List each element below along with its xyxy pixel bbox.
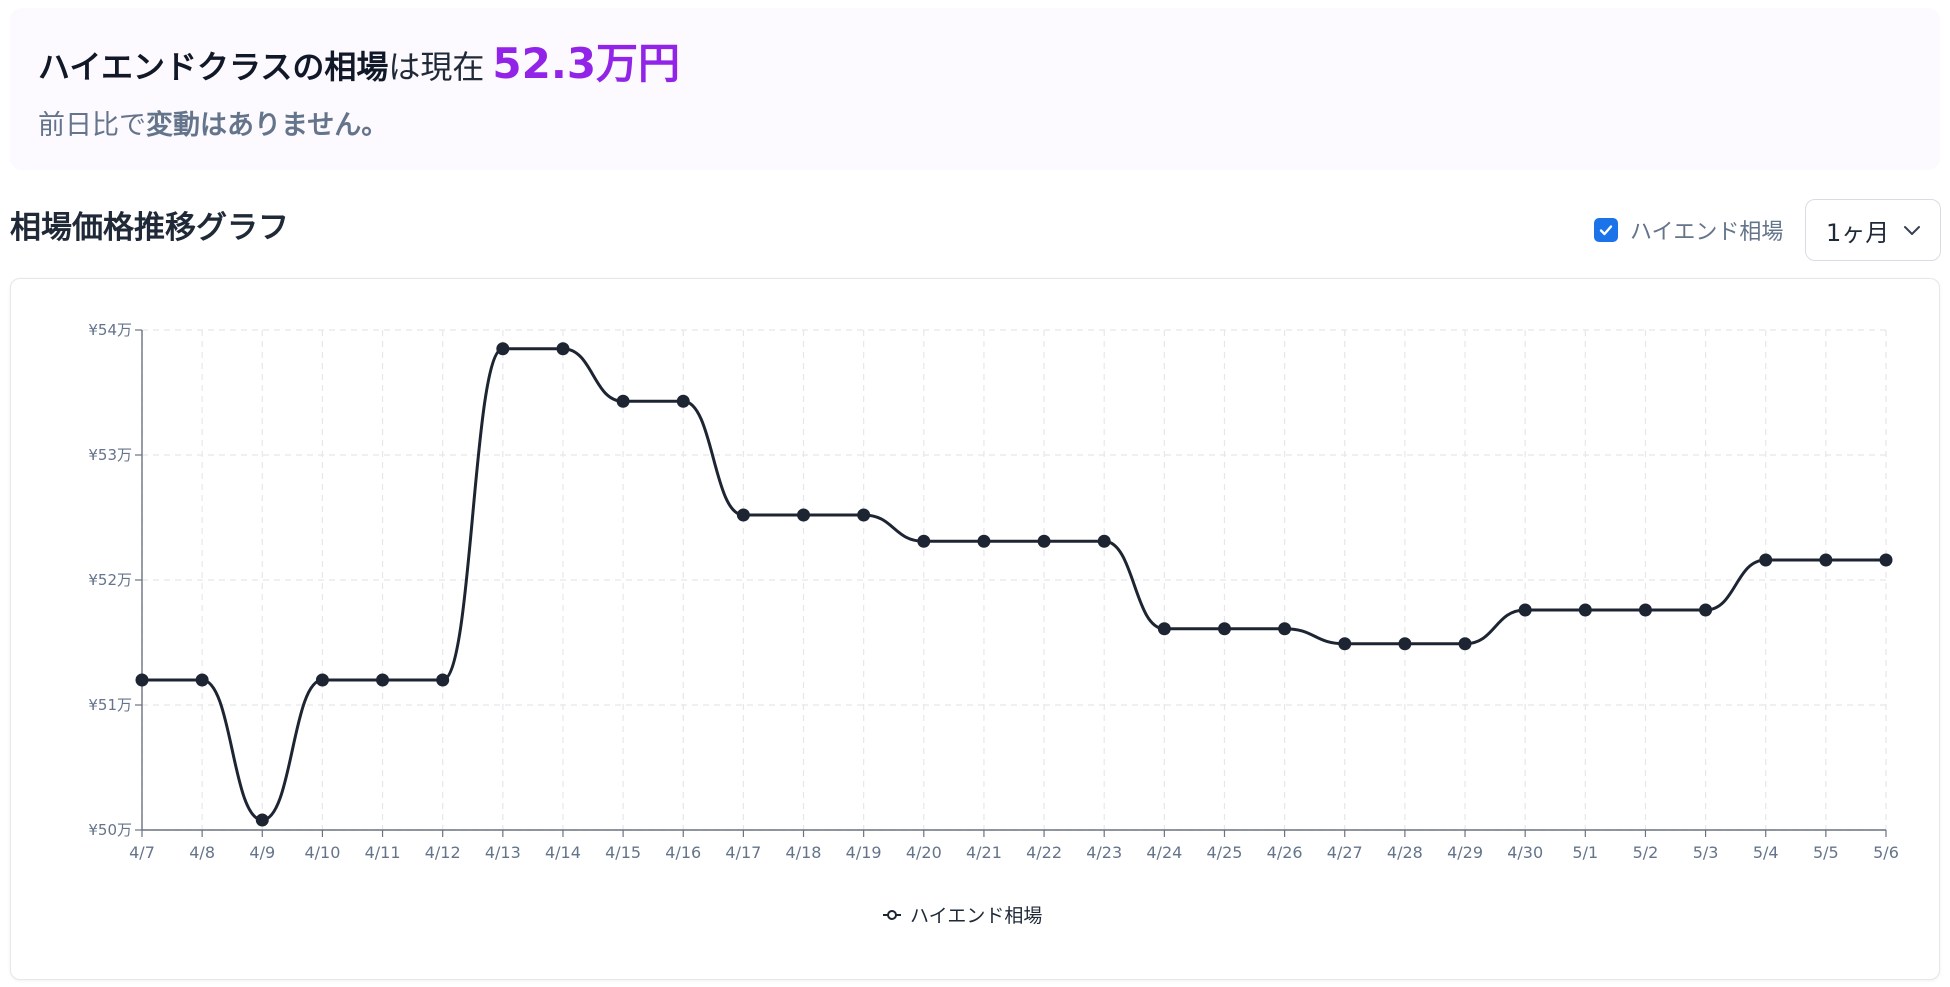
summary-headline: ハイエンドクラスの相場は現在 52.3万円 [38, 42, 680, 89]
data-point [1037, 534, 1051, 548]
data-point [857, 508, 871, 522]
x-tick-label: 5/6 [1873, 843, 1899, 862]
x-tick-label: 4/22 [1026, 843, 1062, 862]
chart-legend[interactable]: ハイエンド相場 [883, 905, 1042, 927]
x-tick-label: 4/16 [665, 843, 701, 862]
price-change-text: 前日比で変動はありません。 [38, 106, 388, 146]
x-tick-label: 4/10 [304, 843, 340, 862]
data-point [1338, 637, 1352, 651]
x-tick-label: 5/5 [1813, 843, 1839, 862]
data-point [376, 673, 390, 687]
change-prefix: 前日比で [38, 110, 146, 141]
current-label: は現在 [388, 48, 485, 86]
period-select-value: 1ヶ月 [1826, 218, 1890, 247]
y-tick-label: ¥50万 [88, 821, 132, 839]
data-point [1157, 622, 1171, 636]
x-tick-label: 4/20 [906, 843, 942, 862]
data-point [1398, 637, 1412, 651]
data-point [977, 534, 991, 548]
data-point [255, 813, 269, 827]
data-point [436, 673, 450, 687]
chart-card: ¥50万 ¥51万 ¥52万 ¥53万 ¥54万 4/7 4/8 4/9 4/10 4/11 4/1… [10, 278, 1940, 980]
data-point [1819, 553, 1833, 567]
data-point [1278, 622, 1292, 636]
current-price: 52.3万円 [492, 39, 681, 88]
x-tick-label: 4/7 [129, 843, 155, 862]
chart-section-title: 相場価格推移グラフ [10, 210, 289, 246]
x-tick-label: 4/26 [1267, 843, 1303, 862]
data-point [1879, 553, 1893, 567]
x-tick-label: 4/13 [485, 843, 521, 862]
x-tick-label: 4/30 [1507, 843, 1543, 862]
data-point [1638, 603, 1652, 617]
x-tick-label: 4/28 [1387, 843, 1423, 862]
series-toggle[interactable]: ハイエンド相場 [1594, 216, 1784, 245]
y-tick-label: ¥52万 [88, 571, 132, 589]
series-toggle-label: ハイエンド相場 [1630, 220, 1784, 245]
x-tick-label: 5/3 [1693, 843, 1719, 862]
x-tick-label: 4/29 [1447, 843, 1483, 862]
x-tick-label: 4/8 [189, 843, 215, 862]
data-point [1217, 622, 1231, 636]
data-point [315, 673, 329, 687]
data-point [797, 508, 811, 522]
data-point [1458, 637, 1472, 651]
data-point [496, 342, 510, 356]
series-checkbox[interactable] [1594, 218, 1618, 242]
data-point [1518, 603, 1532, 617]
y-tick-label: ¥54万 [88, 321, 132, 339]
x-tick-label: 4/9 [249, 843, 275, 862]
data-point [616, 394, 630, 408]
x-tick-label: 4/25 [1207, 843, 1243, 862]
data-point [1097, 534, 1111, 548]
x-tick-label: 4/11 [365, 843, 401, 862]
price-line-chart: ¥50万 ¥51万 ¥52万 ¥53万 ¥54万 4/7 4/8 4/9 4/10 4/11 4/1… [88, 321, 1899, 927]
class-name-label: ハイエンドクラスの相場 [38, 48, 389, 86]
data-point [1759, 553, 1773, 567]
x-tick-label: 4/24 [1146, 843, 1182, 862]
y-tick-label: ¥51万 [88, 696, 132, 714]
legend-label: ハイエンド相場 [910, 905, 1042, 927]
x-tick-label: 4/17 [725, 843, 761, 862]
x-tick-label: 4/23 [1086, 843, 1122, 862]
x-tick-label: 5/1 [1572, 843, 1598, 862]
x-tick-label: 4/27 [1327, 843, 1363, 862]
data-point [676, 394, 690, 408]
series-layer [135, 342, 1893, 827]
checkmark-icon [1599, 225, 1613, 236]
x-tick-label: 4/18 [786, 843, 822, 862]
x-tick-label: 4/15 [605, 843, 641, 862]
period-select[interactable]: 1ヶ月 [1805, 199, 1941, 261]
x-tick-label: 4/14 [545, 843, 581, 862]
grid-layer [141, 329, 1887, 831]
x-tick-label: 5/4 [1753, 843, 1779, 862]
y-tick-label: ¥53万 [88, 446, 132, 464]
series-line [142, 347, 1886, 822]
chevron-down-icon [1904, 226, 1920, 235]
axis-layer: ¥50万 ¥51万 ¥52万 ¥53万 ¥54万 4/7 4/8 4/9 4/10 4/11 4/1… [88, 321, 1899, 862]
data-point [1699, 603, 1713, 617]
data-point [917, 534, 931, 548]
data-point [195, 673, 209, 687]
x-tick-label: 5/2 [1633, 843, 1659, 862]
summary-panel: ハイエンドクラスの相場は現在 52.3万円 前日比で変動はありません。 [10, 8, 1940, 170]
legend-marker-icon [887, 910, 897, 920]
data-point [736, 508, 750, 522]
data-point [135, 673, 149, 687]
data-point [1578, 603, 1592, 617]
x-tick-label: 4/12 [425, 843, 461, 862]
x-tick-label: 4/21 [966, 843, 1002, 862]
change-status: 変動はありません。 [146, 110, 389, 141]
data-point [556, 342, 570, 356]
x-tick-label: 4/19 [846, 843, 882, 862]
